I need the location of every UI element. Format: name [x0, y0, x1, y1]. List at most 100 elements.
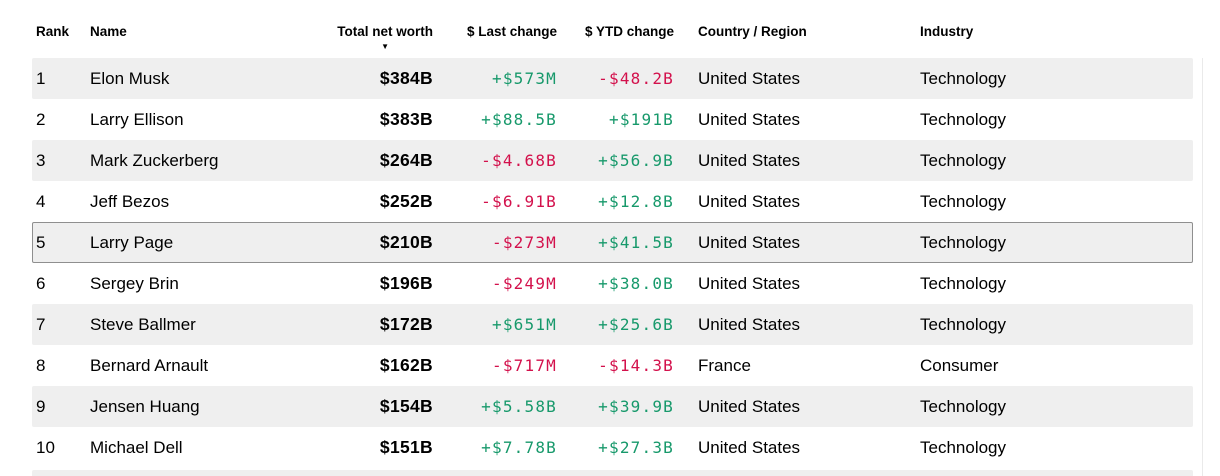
cell-name: Jensen Huang	[90, 396, 200, 416]
table-row[interactable]: 10 Michael Dell $151B +$7.78B +$27.3B Un…	[32, 427, 1193, 468]
cell-country: United States	[698, 191, 801, 211]
table-row[interactable]: 8 Bernard Arnault $162B -$717M -$14.3B F…	[32, 345, 1193, 386]
column-header-label: Total net worth	[337, 24, 433, 39]
cell-rank: 3	[36, 150, 46, 170]
cell-last-change: -$4.68B	[481, 151, 557, 170]
cell-net-worth: $151B	[379, 437, 433, 457]
cell-rank: 10	[36, 437, 55, 457]
cell-industry: Technology	[920, 437, 1007, 457]
cell-industry: Consumer	[920, 355, 999, 375]
cell-last-change: -$717M	[492, 356, 557, 375]
cell-industry: Technology	[920, 232, 1007, 252]
cell-ytd-change: +$39.9B	[598, 397, 674, 416]
table-row[interactable]: 7 Steve Ballmer $172B +$651M +$25.6B Uni…	[32, 304, 1193, 345]
cell-name: Jeff Bezos	[90, 191, 170, 211]
cell-country: United States	[698, 232, 801, 252]
cell-rank: 6	[36, 273, 46, 293]
cell-ytd-change: -$48.2B	[598, 69, 674, 88]
cell-country: United States	[698, 68, 801, 88]
cell-net-worth: $210B	[379, 232, 433, 252]
cell-ytd-change: +$41.5B	[598, 233, 674, 252]
cell-rank: 4	[36, 191, 46, 211]
cell-last-change: +$651M	[492, 315, 557, 334]
cell-last-change: +$573M	[492, 69, 557, 88]
table-row[interactable]: 5 Larry Page $210B -$273M +$41.5B United…	[32, 222, 1193, 263]
table-row[interactable]: 2 Larry Ellison $383B +$88.5B +$191B Uni…	[32, 99, 1193, 140]
cell-country: United States	[698, 314, 801, 334]
column-header-net-worth[interactable]: Total net worth ▼	[305, 24, 433, 51]
cell-industry: Technology	[920, 109, 1007, 129]
cell-name: Bernard Arnault	[90, 355, 209, 375]
cell-ytd-change: +$25.6B	[598, 315, 674, 334]
cell-industry: Technology	[920, 273, 1007, 293]
cell-net-worth: $154B	[379, 396, 433, 416]
cell-name: Larry Page	[90, 232, 174, 252]
cell-ytd-change: +$56.9B	[598, 151, 674, 170]
table-row[interactable]: 3 Mark Zuckerberg $264B -$4.68B +$56.9B …	[32, 140, 1193, 181]
cell-last-change: -$249M	[492, 274, 557, 293]
cell-last-change: -$6.91B	[481, 192, 557, 211]
cell-country: United States	[698, 273, 801, 293]
cell-name: Michael Dell	[90, 437, 183, 457]
cell-ytd-change: +$12.8B	[598, 192, 674, 211]
table-right-rule	[1202, 58, 1203, 476]
cell-net-worth: $384B	[379, 68, 433, 88]
cell-rank: 7	[36, 314, 46, 334]
cell-ytd-change: +$38.0B	[598, 274, 674, 293]
cell-net-worth: $383B	[379, 109, 433, 129]
column-header-country[interactable]: Country / Region	[674, 24, 920, 51]
cell-name: Larry Ellison	[90, 109, 184, 129]
cell-name: Mark Zuckerberg	[90, 150, 219, 170]
cell-country: France	[698, 355, 751, 375]
column-header-label: Industry	[920, 24, 974, 39]
cell-rank: 1	[36, 68, 46, 88]
cell-industry: Technology	[920, 150, 1007, 170]
column-header-label: $ YTD change	[584, 24, 674, 39]
cell-name: Elon Musk	[90, 68, 170, 88]
column-header-ytd-change[interactable]: $ YTD change	[557, 24, 674, 51]
table-row[interactable]: 1 Elon Musk $384B +$573M -$48.2B United …	[32, 58, 1193, 99]
cell-net-worth: $172B	[379, 314, 433, 334]
cell-last-change: -$273M	[492, 233, 557, 252]
cell-rank: 5	[36, 232, 46, 252]
cell-name: Steve Ballmer	[90, 314, 196, 334]
cell-country: United States	[698, 150, 801, 170]
column-header-label: Country / Region	[698, 24, 807, 39]
cell-rank: 2	[36, 109, 46, 129]
cell-country: United States	[698, 396, 801, 416]
column-header-industry[interactable]: Industry	[920, 24, 1193, 51]
cell-name: Sergey Brin	[90, 273, 179, 293]
column-header-label: $ Last change	[466, 24, 557, 39]
table-row[interactable]: 9 Jensen Huang $154B +$5.58B +$39.9B Uni…	[32, 386, 1193, 427]
cell-ytd-change: +$191B	[609, 110, 674, 129]
cell-rank: 9	[36, 396, 46, 416]
cell-industry: Technology	[920, 314, 1007, 334]
column-header-label: Name	[90, 24, 127, 39]
column-header-rank[interactable]: Rank	[32, 24, 90, 51]
cell-net-worth: $196B	[379, 273, 433, 293]
cell-industry: Technology	[920, 191, 1007, 211]
column-header-label: Rank	[36, 24, 70, 39]
cell-country: United States	[698, 109, 801, 129]
cell-net-worth: $162B	[379, 355, 433, 375]
cell-last-change: +$5.58B	[481, 397, 557, 416]
cell-ytd-change: +$27.3B	[598, 438, 674, 457]
column-header-last-change[interactable]: $ Last change	[433, 24, 557, 51]
cell-industry: Technology	[920, 396, 1007, 416]
cell-last-change: +$7.78B	[481, 438, 557, 457]
cell-last-change: +$88.5B	[481, 110, 557, 129]
table-row[interactable]: 4 Jeff Bezos $252B -$6.91B +$12.8B Unite…	[32, 181, 1193, 222]
sort-desc-icon: ▼	[381, 42, 390, 51]
cell-net-worth: $264B	[379, 150, 433, 170]
cell-rank: 8	[36, 355, 46, 375]
cell-industry: Technology	[920, 68, 1007, 88]
table-row-partial[interactable]	[32, 470, 1193, 476]
cell-country: United States	[698, 437, 801, 457]
table-body: 1 Elon Musk $384B +$573M -$48.2B United …	[32, 58, 1193, 476]
column-header-name[interactable]: Name	[90, 24, 305, 51]
cell-net-worth: $252B	[379, 191, 433, 211]
table-header: Rank Name Total net worth ▼ $ Last chang…	[32, 24, 1193, 51]
table-row[interactable]: 6 Sergey Brin $196B -$249M +$38.0B Unite…	[32, 263, 1193, 304]
cell-ytd-change: -$14.3B	[598, 356, 674, 375]
